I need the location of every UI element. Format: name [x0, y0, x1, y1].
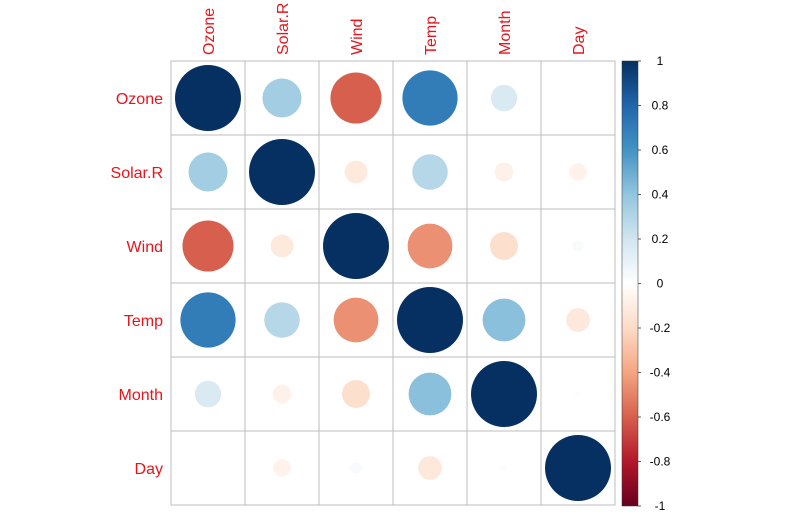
colorbar-tick-label: -1: [655, 499, 666, 513]
colorbar-tick-label: 1: [657, 54, 664, 68]
corr-circle-month-temp: [408, 372, 452, 416]
colorbar-tick-label: -0.2: [650, 321, 671, 335]
row-label: Solar.R: [111, 165, 163, 182]
row-label: Wind: [127, 239, 163, 256]
corr-circle-temp-ozone: [180, 292, 236, 348]
corr-circle-solarr-solarr: [249, 139, 315, 205]
corr-circle-solarr-day: [569, 163, 587, 181]
corr-circle-month-wind: [342, 380, 370, 408]
row-label: Temp: [124, 313, 163, 330]
colorbar-tick-label: 0: [657, 277, 664, 291]
colorbar-tick-label: -0.4: [650, 366, 671, 380]
corr-circle-ozone-solarr: [262, 78, 302, 118]
column-label: Ozone: [201, 8, 218, 55]
label-layer: Ozone Ozone Solar.R Solar.R Wind Wind Temp Temp…: [111, 3, 588, 478]
corr-circle-ozone-temp: [402, 70, 458, 126]
colorbar-tick-label: 0.2: [652, 232, 669, 246]
column-label: Temp: [423, 16, 440, 55]
row-label: Month: [119, 387, 163, 404]
colorbar-tick-label: 0.4: [652, 188, 669, 202]
corr-circle-day-temp: [418, 456, 442, 480]
column-label: Day: [571, 27, 588, 55]
corr-circle-solarr-wind: [344, 160, 368, 184]
colorbar-tick-label: 0.6: [652, 143, 669, 157]
column-label: Month: [497, 11, 514, 55]
colorbar-tick-label: -0.8: [650, 455, 671, 469]
colorbar-ramp: [621, 60, 639, 507]
corr-circle-wind-ozone: [182, 220, 234, 272]
corr-circle-day-wind: [350, 462, 362, 474]
corr-circle-wind-wind: [323, 213, 389, 279]
corr-circle-wind-temp: [407, 223, 453, 269]
corr-circle-temp-wind: [333, 297, 379, 343]
corr-circle-solarr-month: [494, 162, 514, 182]
corr-circle-solarr-ozone: [188, 152, 228, 192]
circle-layer: [175, 65, 611, 501]
corr-circle-month-solarr: [272, 384, 292, 404]
corr-circle-month-day: [574, 390, 582, 398]
corr-circle-wind-solarr: [270, 234, 294, 258]
corr-circle-wind-day: [572, 240, 584, 252]
colorbar: 1 0.8 0.6 0.4 0.2 0 -0.2 -0.4 -0.6 -0.8 -1: [621, 54, 671, 513]
corr-circle-day-month: [500, 464, 508, 472]
column-label: Solar.R: [275, 3, 292, 55]
corr-circle-month-month: [471, 361, 537, 427]
corr-circle-ozone-ozone: [175, 65, 241, 131]
colorbar-tick-label: -0.6: [650, 410, 671, 424]
corr-circle-ozone-wind: [330, 72, 382, 124]
corr-circle-solarr-temp: [412, 154, 448, 190]
column-label: Wind: [349, 19, 366, 55]
corr-circle-ozone-month: [490, 84, 518, 112]
corr-circle-day-solarr: [273, 459, 291, 477]
corr-circle-day-day: [545, 435, 611, 501]
colorbar-tick-label: 0.8: [652, 99, 669, 113]
corr-circle-month-ozone: [194, 380, 222, 408]
corr-circle-temp-day: [566, 308, 590, 332]
corr-circle-wind-month: [490, 232, 518, 260]
corr-circle-temp-temp: [397, 287, 463, 353]
row-label: Ozone: [116, 91, 163, 108]
grid-layer: [170, 60, 616, 506]
corr-circle-temp-month: [482, 298, 526, 342]
row-label: Day: [135, 461, 163, 478]
corr-circle-temp-solarr: [264, 302, 300, 338]
